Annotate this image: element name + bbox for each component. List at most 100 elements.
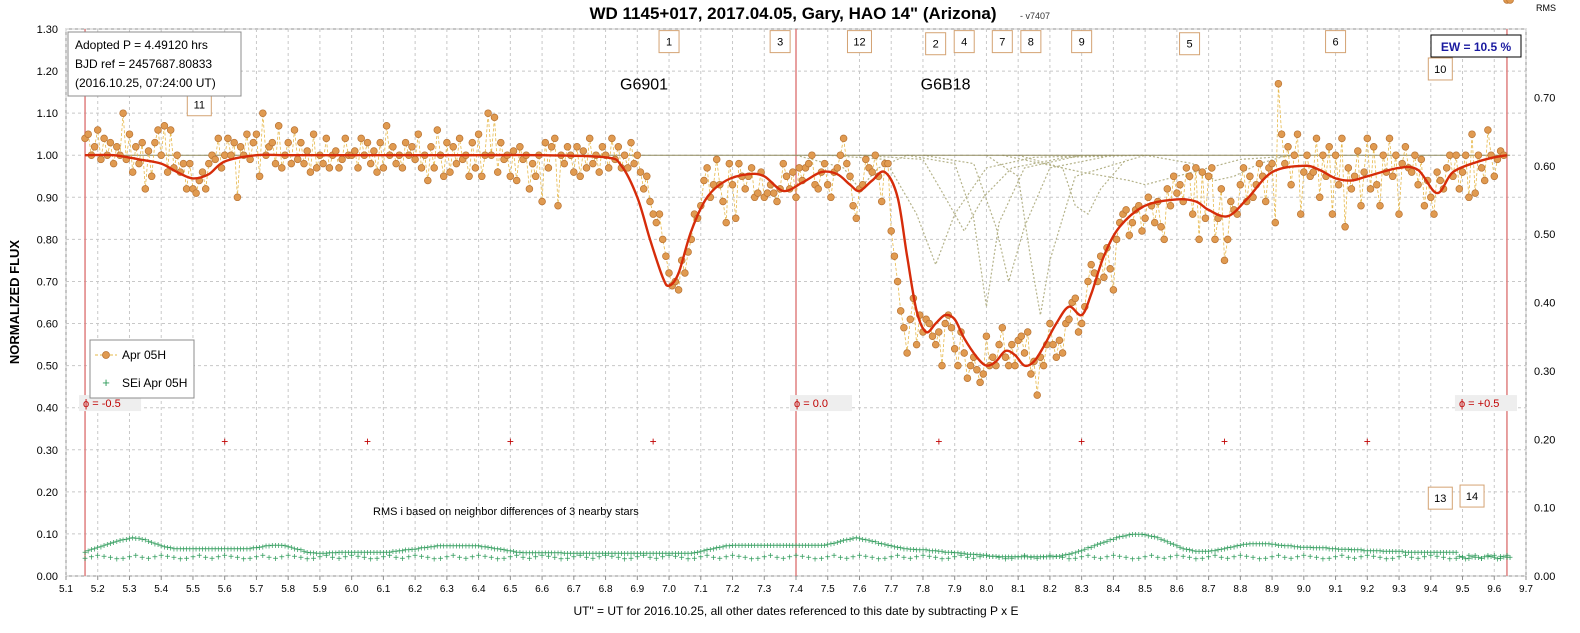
flux-point — [636, 168, 645, 176]
flux-point — [1357, 201, 1365, 210]
rms-point: + — [438, 554, 444, 565]
rms-point: + — [196, 544, 202, 555]
flux-point — [1433, 168, 1441, 176]
rms-point: + — [117, 536, 123, 547]
rms-point: + — [755, 541, 761, 552]
flux-point — [512, 176, 521, 185]
rms-point: + — [768, 541, 774, 552]
rms-point: + — [168, 544, 174, 555]
flux-point — [1058, 349, 1067, 357]
flux-point — [1369, 143, 1378, 151]
rms-point: + — [1475, 553, 1481, 564]
rms-point: + — [780, 554, 786, 565]
rms-point: + — [165, 552, 171, 563]
rms-point: + — [799, 541, 805, 552]
flux-point — [443, 138, 451, 147]
rms-point: + — [653, 554, 659, 565]
x-tick-label: 9.4 — [1424, 584, 1438, 595]
rms-point: + — [82, 548, 88, 559]
rms-point: + — [720, 542, 726, 553]
flux-point — [1128, 218, 1137, 227]
rms-point: + — [457, 542, 463, 553]
rms-point: + — [1180, 552, 1186, 563]
y-tick-label: 0.00 — [37, 571, 58, 583]
rms-point: + — [98, 542, 104, 553]
rms-point: + — [806, 541, 812, 552]
rms-point: + — [1406, 548, 1412, 559]
phase-label: ϕ = -0.5 — [83, 398, 121, 410]
rms-point: + — [488, 544, 494, 555]
rms-point: + — [949, 548, 955, 559]
x-tick-label: 9.5 — [1456, 584, 1470, 595]
flux-point — [884, 159, 892, 168]
rms-point: + — [1206, 553, 1212, 564]
rms-point: + — [853, 533, 859, 544]
rms-point: + — [285, 551, 291, 562]
flux-point — [433, 126, 442, 134]
flux-point — [770, 189, 778, 197]
rms-point: + — [707, 545, 713, 556]
rms-point: + — [755, 554, 761, 565]
rms-point: + — [1390, 547, 1396, 558]
rms-point: + — [520, 553, 526, 564]
rms-point: + — [917, 546, 923, 557]
flux-point — [754, 189, 762, 197]
flux-point — [1334, 180, 1343, 189]
rms-point: + — [1107, 535, 1113, 546]
y-tick-label: 0.40 — [37, 403, 58, 415]
rms-point: + — [1142, 553, 1148, 564]
flux-point — [938, 361, 946, 370]
rms-point: + — [326, 548, 332, 559]
rms-point: + — [672, 549, 678, 560]
flux-point — [1246, 172, 1254, 181]
flux-point — [474, 130, 483, 138]
flux-point — [198, 168, 207, 176]
model-fit-curve — [84, 153, 1508, 368]
flux-point — [976, 378, 984, 387]
rms-point: + — [622, 549, 628, 560]
rms-point: + — [1269, 540, 1275, 551]
x-tick-label: 5.1 — [59, 584, 73, 595]
rms-point: + — [1117, 533, 1123, 544]
rms-point: + — [1022, 551, 1028, 562]
rms-point: + — [939, 555, 945, 566]
flux-point — [712, 155, 721, 164]
flux-point — [1071, 294, 1080, 303]
flux-point — [166, 126, 175, 134]
flux-point — [1173, 189, 1181, 197]
x-tick-label: 8.8 — [1233, 584, 1247, 595]
flux-point — [382, 122, 391, 130]
flux-point — [849, 201, 857, 210]
flux-point — [833, 164, 842, 172]
rms-point: + — [139, 553, 145, 564]
flux-point — [1204, 172, 1213, 181]
rms-point: + — [730, 551, 736, 562]
rms-point: + — [526, 548, 532, 559]
rms-point: + — [507, 546, 513, 557]
flux-point — [839, 134, 848, 143]
flux-point — [1227, 197, 1235, 206]
rms-point: + — [618, 549, 624, 560]
rms-point: + — [831, 551, 837, 562]
rms-point: + — [901, 553, 907, 564]
flux-point — [1223, 235, 1232, 244]
flux-point — [306, 168, 315, 176]
rms-point: + — [530, 548, 536, 559]
flux-point — [173, 151, 181, 159]
rms-point: + — [1441, 548, 1447, 559]
rms-point: + — [133, 551, 139, 562]
rms-point: + — [155, 540, 161, 551]
rms-point: + — [450, 542, 456, 553]
rms-point: + — [1355, 546, 1361, 557]
flux-point — [652, 218, 661, 227]
legend-flux-marker — [102, 351, 110, 359]
flux-point — [579, 147, 588, 155]
flux-point — [1430, 210, 1438, 218]
rms-point: + — [549, 548, 555, 559]
rms-point: + — [895, 551, 901, 562]
rms-point: + — [1095, 540, 1101, 551]
flux-point — [1290, 151, 1299, 159]
rms-point: + — [434, 542, 440, 553]
rms-point: + — [1339, 551, 1345, 562]
rms-point: + — [333, 548, 339, 559]
